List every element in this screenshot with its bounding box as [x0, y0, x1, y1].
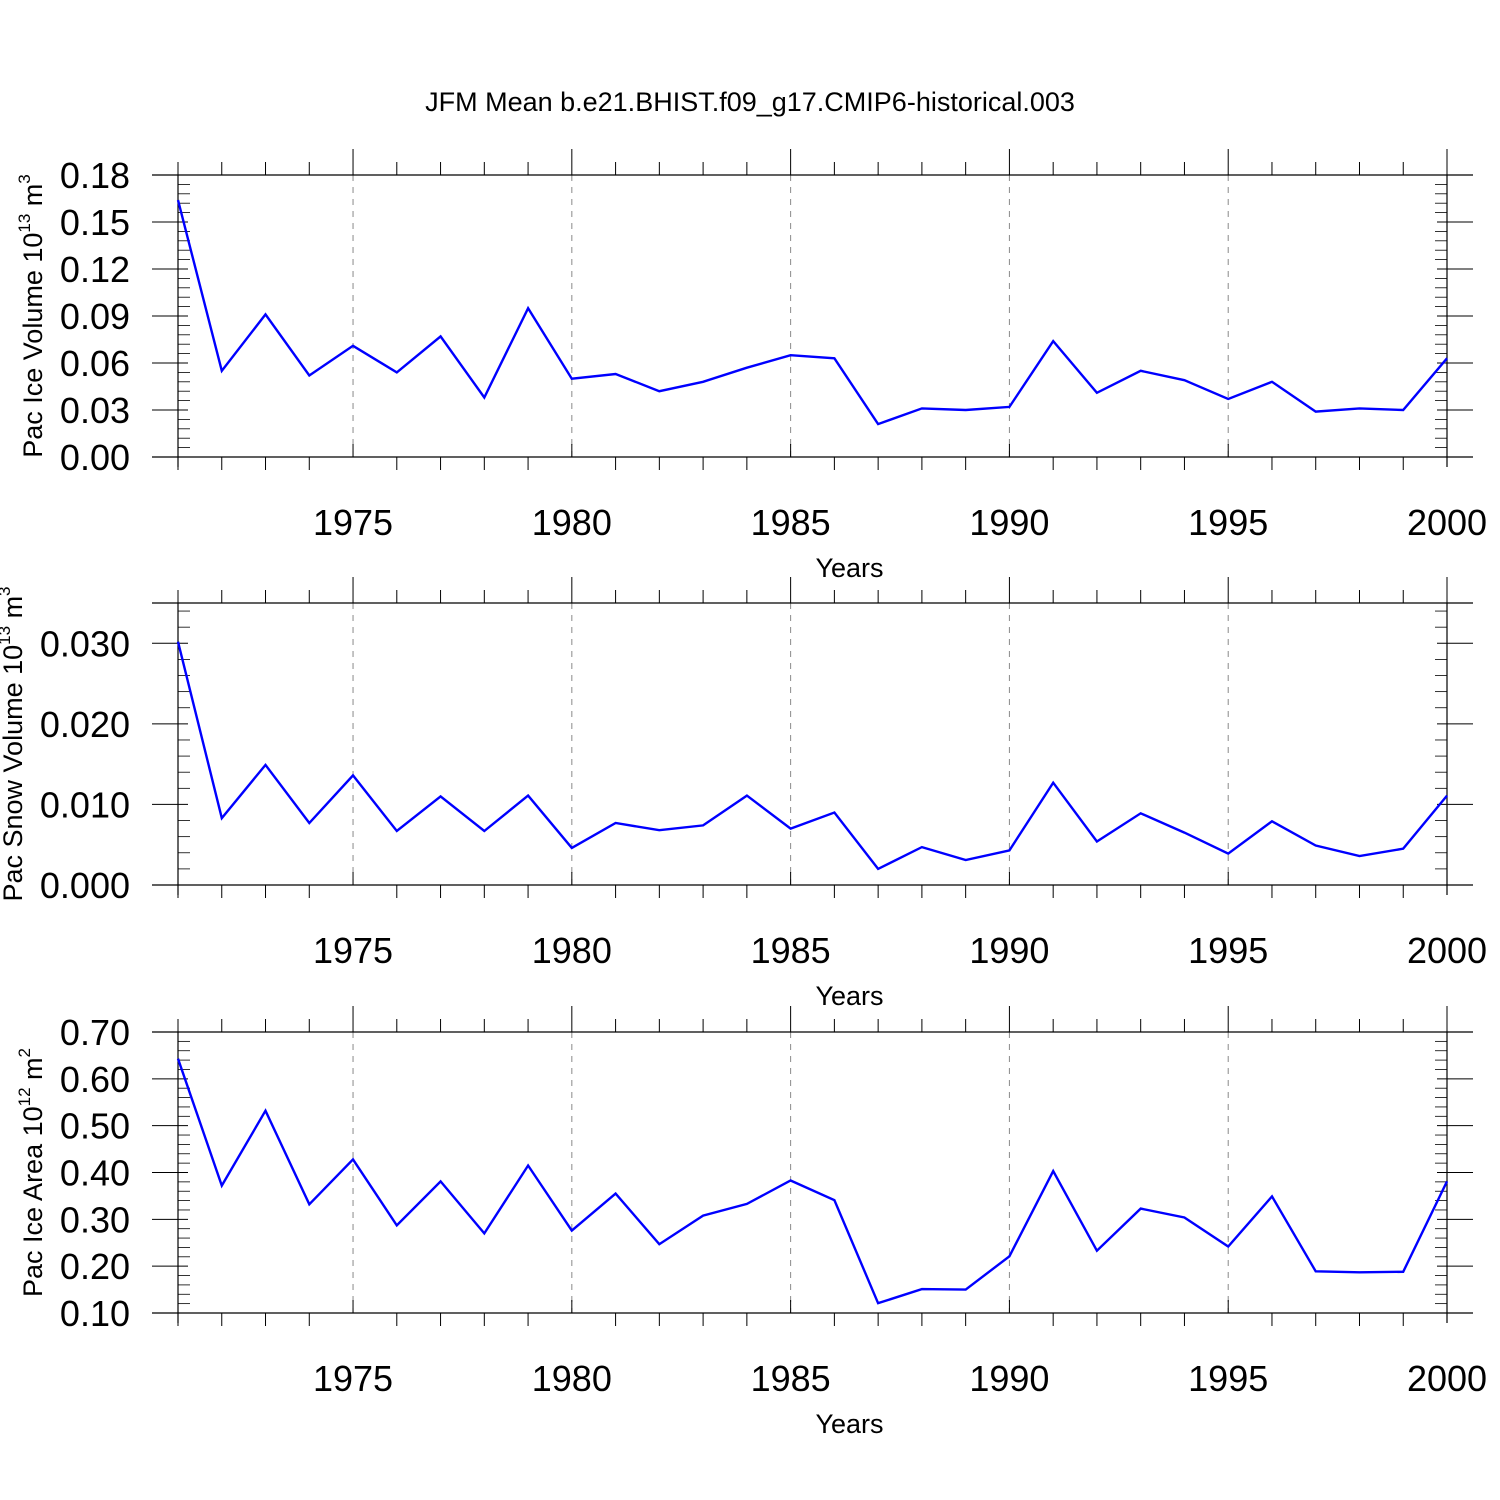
- y-axis-title-unit: m: [18, 1057, 48, 1087]
- x-tick-label: 1995: [1188, 502, 1268, 543]
- chart-panels: 0.00 0.03 0.06 0.09 0.12 0.15 0.18 1975 1980 1985…: [0, 149, 1487, 1439]
- y-axis-title-base: Pac Ice Volume 10: [18, 233, 48, 458]
- x-tick-label: 1990: [969, 1358, 1049, 1399]
- y-tick-label: 0.03: [60, 390, 130, 431]
- x-tick-label: 1975: [313, 502, 393, 543]
- x-tick-label: 1985: [751, 502, 831, 543]
- y-axis-title-exponent: 12: [15, 1087, 34, 1106]
- x-tick-label: 1975: [313, 1358, 393, 1399]
- y-tick-label: 0.000: [40, 865, 130, 906]
- y-tick-label: 0.010: [40, 784, 130, 825]
- x-tick-label: 1995: [1188, 1358, 1268, 1399]
- y-tick-label: 0.10: [60, 1293, 130, 1334]
- y-axis-title-base: Pac Ice Area 10: [18, 1106, 48, 1297]
- x-axis-title: Years: [815, 981, 883, 1011]
- x-tick-label: 2000: [1407, 930, 1487, 971]
- x-tick-label: 1980: [532, 1358, 612, 1399]
- y-tick-label: 0.00: [60, 437, 130, 478]
- chart-panel-2: 0.000 0.010 0.020 0.030 1975 1980 1985 1990 1995…: [0, 577, 1487, 1011]
- y-tick-label: 0.50: [60, 1106, 130, 1147]
- y-axis-title: Pac Ice Volume 1013 m3: [15, 174, 48, 458]
- y-tick-label: 0.12: [60, 249, 130, 290]
- x-tick-label: 2000: [1407, 502, 1487, 543]
- y-tick-label: 0.15: [60, 202, 130, 243]
- x-tick-label: 1985: [751, 1358, 831, 1399]
- y-tick-label: 0.09: [60, 296, 130, 337]
- x-tick-label: 1995: [1188, 930, 1268, 971]
- y-axis-title-base: Pac Snow Volume 10: [0, 645, 28, 902]
- y-tick-label: 0.30: [60, 1199, 130, 1240]
- y-axis-title-unit: m: [18, 184, 48, 214]
- x-tick-label: 1990: [969, 502, 1049, 543]
- x-tick-label: 1980: [532, 502, 612, 543]
- series-line: [176, 199, 1448, 426]
- series-line: [176, 1058, 1449, 1305]
- y-axis-title-unit-exponent: 3: [15, 174, 34, 183]
- figure-title: JFM Mean b.e21.BHIST.f09_g17.CMIP6-histo…: [425, 87, 1075, 117]
- y-axis-title: Pac Ice Area 1012 m2: [15, 1048, 48, 1297]
- y-tick-label: 0.40: [60, 1153, 130, 1194]
- x-tick-label: 1985: [751, 930, 831, 971]
- x-axis-title: Years: [815, 1409, 883, 1439]
- y-tick-label: 0.06: [60, 343, 130, 384]
- y-tick-label: 0.20: [60, 1246, 130, 1287]
- y-tick-label: 0.60: [60, 1059, 130, 1100]
- x-tick-label: 1990: [969, 930, 1049, 971]
- x-axis-title: Years: [815, 553, 883, 583]
- y-axis-title-unit: m: [0, 596, 28, 626]
- chart-panel-3: 0.10 0.20 0.30 0.40 0.50 0.60 0.70 1975 1980 1985…: [15, 1006, 1487, 1439]
- y-axis-title-unit-exponent: 3: [0, 586, 14, 595]
- x-tick-label: 1975: [313, 930, 393, 971]
- y-axis-title-exponent: 13: [0, 626, 14, 645]
- y-tick-label: 0.030: [40, 623, 130, 664]
- x-tick-label: 2000: [1407, 1358, 1487, 1399]
- x-tick-label: 1980: [532, 930, 612, 971]
- y-tick-label: 0.18: [60, 155, 130, 196]
- y-axis-title: Pac Snow Volume 1013 m3: [0, 586, 28, 901]
- series-line: [176, 641, 1448, 871]
- y-axis-title-exponent: 13: [15, 214, 34, 233]
- chart-panel-1: 0.00 0.03 0.06 0.09 0.12 0.15 0.18 1975 1980 1985…: [15, 149, 1487, 583]
- y-tick-label: 0.70: [60, 1012, 130, 1053]
- y-axis-title-unit-exponent: 2: [15, 1048, 34, 1057]
- y-tick-label: 0.020: [40, 704, 130, 745]
